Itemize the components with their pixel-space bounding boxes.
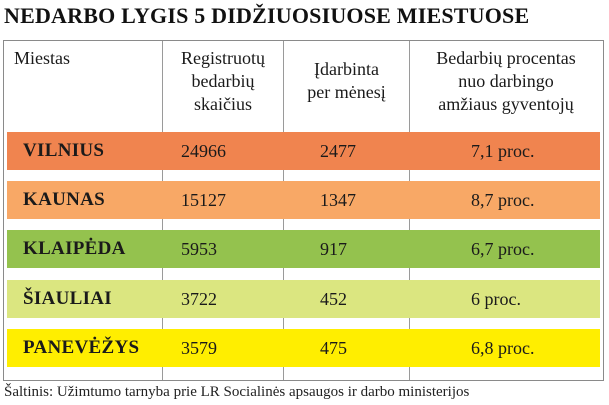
cell-city: KAUNAS (23, 189, 106, 210)
cell-percent: 6 proc. (471, 289, 521, 309)
header-percent-line: Bedarbių procentas (436, 48, 576, 68)
table-row: KAUNAS 15127 1347 8,7 proc. (7, 181, 600, 219)
header-percent: Bedarbių procentas nuo darbingo amžiaus … (410, 47, 602, 116)
cell-percent: 7,1 proc. (471, 141, 535, 161)
cell-registered: 3579 (181, 338, 217, 358)
header-registered-line: bedarbių (191, 71, 255, 91)
source-note: Šaltinis: Užimtumo tarnyba prie LR Socia… (4, 384, 470, 400)
header-employed-line: Įdarbinta (314, 59, 379, 79)
header-percent-line: amžiaus gyventojų (438, 94, 574, 114)
table-row: ŠIAULIAI 3722 452 6 proc. (7, 280, 600, 318)
cell-registered: 15127 (181, 190, 226, 210)
table-row: KLAIPĖDA 5953 917 6,7 proc. (7, 230, 600, 268)
cell-city: VILNIUS (23, 140, 105, 161)
cell-employed: 452 (320, 289, 347, 309)
header-employed: Įdarbinta per mėnesį (284, 58, 409, 104)
chart-title: NEDARBO LYGIS 5 DIDŽIUOSIUOSE MIESTUOSE (4, 3, 530, 28)
table-row: VILNIUS 24966 2477 7,1 proc. (7, 132, 600, 170)
cell-city: KLAIPĖDA (23, 238, 126, 259)
cell-registered: 3722 (181, 289, 217, 309)
cell-percent: 8,7 proc. (471, 190, 535, 210)
cell-employed: 1347 (320, 190, 356, 210)
cell-registered: 24966 (181, 141, 226, 161)
cell-employed: 917 (320, 239, 347, 259)
table-row: PANEVĖŽYS 3579 475 6,8 proc. (7, 329, 600, 367)
cell-percent: 6,7 proc. (471, 239, 535, 259)
cell-city: ŠIAULIAI (23, 288, 112, 309)
cell-registered: 5953 (181, 239, 217, 259)
header-city: Miestas (14, 48, 70, 68)
header-employed-line: per mėnesį (307, 82, 386, 102)
table-frame (3, 40, 604, 381)
cell-percent: 6,8 proc. (471, 338, 535, 358)
header-registered-line: skaičius (194, 94, 252, 114)
cell-city: PANEVĖŽYS (23, 337, 140, 358)
cell-employed: 475 (320, 338, 347, 358)
cell-employed: 2477 (320, 141, 356, 161)
header-percent-line: nuo darbingo (458, 71, 554, 91)
header-registered-line: Registruotų (181, 48, 265, 68)
header-registered: Registruotų bedarbių skaičius (163, 47, 283, 116)
